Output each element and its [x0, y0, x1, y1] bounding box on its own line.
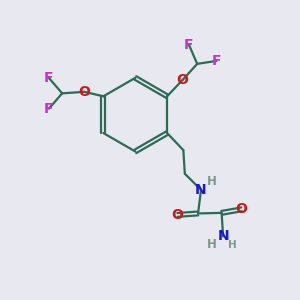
Text: O: O: [176, 73, 188, 87]
Text: O: O: [172, 208, 183, 222]
Text: H: H: [207, 238, 217, 251]
Text: F: F: [212, 54, 221, 68]
Text: F: F: [44, 71, 54, 85]
Text: F: F: [184, 38, 194, 52]
Text: O: O: [78, 85, 90, 99]
Text: H: H: [228, 240, 237, 250]
Text: O: O: [236, 202, 248, 216]
Text: H: H: [207, 175, 217, 188]
Text: N: N: [195, 183, 207, 197]
Text: F: F: [44, 102, 54, 116]
Text: N: N: [217, 230, 229, 243]
